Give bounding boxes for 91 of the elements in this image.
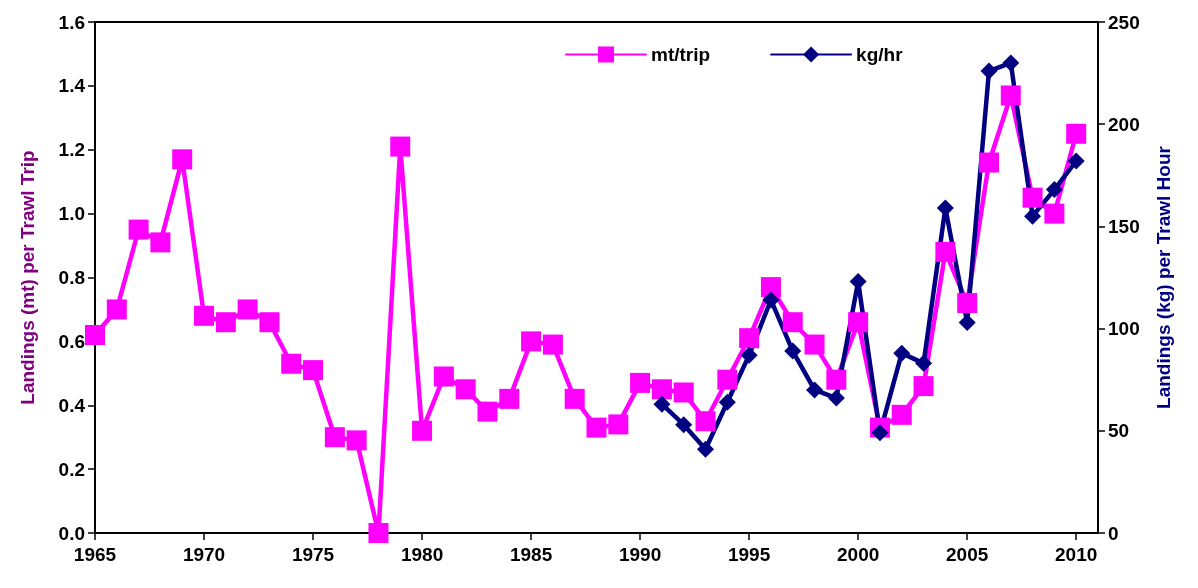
point (891, 404, 912, 425)
point (237, 299, 258, 320)
x-tick-label: 1970 (182, 544, 226, 565)
point (564, 388, 585, 409)
y-tick-label: 0.4 (58, 394, 86, 416)
point (128, 219, 149, 240)
point (542, 334, 563, 355)
y2-tick-label: 150 (1108, 215, 1140, 237)
point (1024, 207, 1042, 225)
y2-tick-label: 250 (1108, 11, 1140, 33)
y-tick-label: 0.0 (58, 522, 85, 544)
point (630, 372, 651, 393)
x-tick-label: 2010 (1055, 544, 1098, 565)
point (740, 346, 758, 364)
point (1044, 203, 1065, 224)
point (717, 369, 738, 390)
point (1067, 152, 1085, 170)
point (586, 417, 607, 438)
y2-tick-label: 50 (1108, 420, 1130, 442)
point (782, 312, 803, 333)
y-tick-label: 1.0 (58, 203, 85, 225)
point (194, 305, 215, 326)
point (150, 232, 171, 253)
point (281, 353, 302, 374)
point (848, 312, 869, 333)
point (957, 293, 978, 314)
x-tick-label: 2005 (946, 544, 989, 565)
point (871, 424, 889, 442)
x-tick-label: 1995 (727, 544, 771, 565)
point (433, 366, 454, 387)
point (673, 382, 694, 403)
point (762, 291, 780, 309)
legend-label: mt/trip (651, 44, 711, 65)
point (739, 328, 760, 349)
point (106, 299, 127, 320)
point (346, 430, 367, 451)
x-tick-label: 1975 (291, 544, 335, 565)
point (826, 369, 847, 390)
point (806, 381, 824, 399)
point (303, 360, 324, 381)
point (935, 241, 956, 262)
y-tick-label: 1.4 (58, 75, 86, 97)
point (215, 312, 236, 333)
point (760, 277, 781, 298)
point (1045, 181, 1063, 199)
point (784, 342, 802, 360)
point (653, 395, 671, 413)
point (651, 379, 672, 400)
y2-tick-label: 200 (1108, 113, 1140, 135)
point (324, 427, 345, 448)
y-tick-label: 0.2 (58, 458, 85, 480)
y2-axis-title: Landings (kg) per Trawl Hour (1153, 145, 1174, 409)
y-tick-label: 0.6 (58, 330, 85, 352)
point (1022, 187, 1043, 208)
point (368, 523, 389, 543)
point (893, 344, 911, 362)
point (827, 389, 845, 407)
point (412, 420, 433, 441)
point (697, 440, 715, 458)
point (1066, 123, 1087, 144)
y-axis-title: Landings (mt) per Trawl Trip (17, 150, 38, 405)
y-tick-label: 1.6 (58, 11, 85, 33)
point (455, 379, 476, 400)
point (1000, 85, 1021, 106)
point (172, 149, 193, 170)
y2-tick-label: 0 (1108, 522, 1119, 544)
x-tick-label: 2000 (837, 544, 880, 565)
x-tick-label: 1980 (400, 544, 444, 565)
point (477, 401, 498, 422)
point (915, 354, 933, 372)
point (390, 136, 411, 157)
point (499, 388, 520, 409)
point (718, 393, 736, 411)
point (980, 62, 998, 80)
point (85, 324, 105, 345)
x-tick-label: 1990 (618, 544, 662, 565)
point (913, 376, 934, 397)
point (804, 334, 825, 355)
legend-label: kg/hr (856, 44, 904, 65)
point (1002, 54, 1020, 72)
x-tick-label: 1965 (73, 544, 117, 565)
y2-tick-label: 100 (1108, 318, 1140, 340)
y-tick-label: 1.2 (58, 139, 85, 161)
point (978, 152, 999, 173)
point (675, 416, 693, 434)
y-tick-label: 0.8 (58, 267, 85, 288)
point (521, 331, 542, 352)
x-tick-label: 1985 (509, 544, 553, 565)
point (259, 312, 280, 333)
point (695, 411, 716, 432)
point (608, 414, 629, 435)
